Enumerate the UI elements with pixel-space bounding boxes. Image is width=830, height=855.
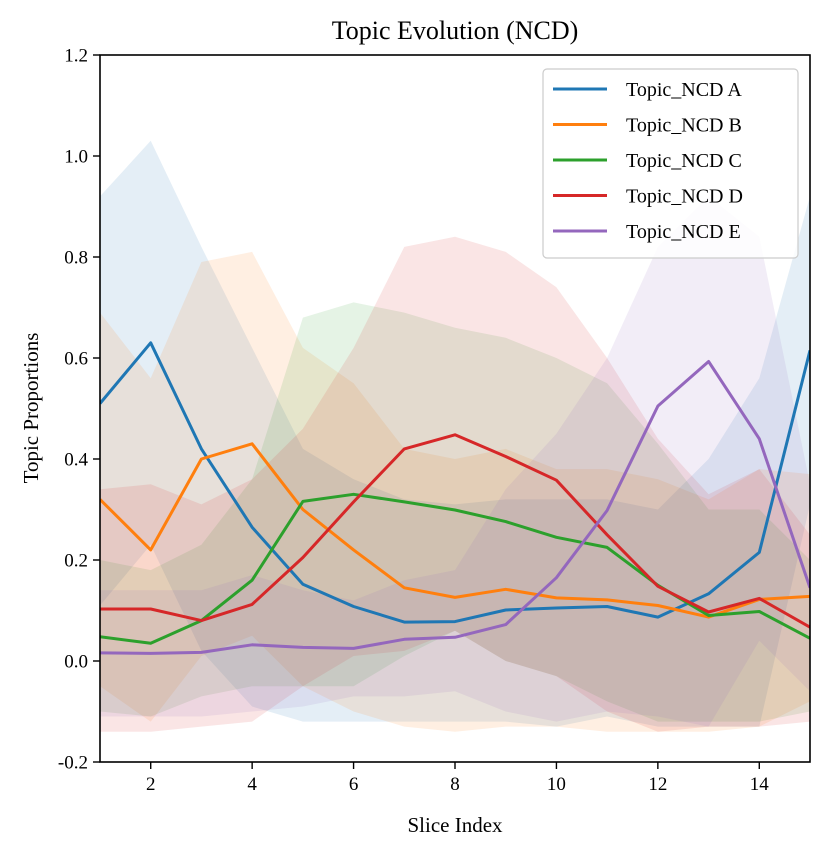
y-axis: -0.2 0.0 0.2 0.4 0.6 0.8 1.0 1.2	[58, 46, 100, 774]
line-topic-ncd-a	[100, 341, 810, 624]
band-topic-ncd-d	[100, 236, 810, 732]
legend-label-topic-ncd-d: Topic_NCD D	[626, 186, 743, 208]
x-axis-label: Slice Index	[407, 813, 503, 837]
y-tick-label: 1.0	[64, 147, 88, 168]
line-topic-ncd-e	[100, 360, 810, 655]
series-lines	[100, 341, 810, 655]
y-tick-label: 0.6	[64, 349, 88, 370]
chart-title: Topic Evolution (NCD)	[332, 16, 579, 45]
y-axis-label: Topic Proportions	[19, 333, 43, 484]
line-topic-ncd-c	[100, 492, 810, 645]
x-tick-label: 2	[146, 774, 156, 795]
y-tick-label: 0.0	[64, 652, 88, 673]
x-tick-label: 14	[750, 774, 770, 795]
line-topic-ncd-d	[100, 433, 810, 629]
x-tick-label: 10	[547, 774, 566, 795]
y-tick-label: 0.4	[64, 450, 88, 471]
y-tick-label: -0.2	[58, 753, 88, 774]
line-topic-ncd-b	[100, 442, 810, 619]
legend-label-topic-ncd-b: Topic_NCD B	[626, 115, 742, 137]
x-tick-label: 6	[349, 774, 359, 795]
y-tick-label: 0.2	[64, 551, 88, 572]
x-tick-label: 8	[450, 774, 460, 795]
band-topic-ncd-e	[100, 196, 810, 727]
band-topic-ncd-c	[100, 302, 810, 722]
legend-box	[542, 68, 799, 259]
x-axis: 2 4 6 8 10 12 14	[146, 762, 769, 795]
x-tick-label: 12	[648, 774, 667, 795]
x-tick-label: 4	[247, 774, 257, 795]
y-tick-label: 0.8	[64, 248, 88, 269]
legend-label-topic-ncd-c: Topic_NCD C	[626, 150, 742, 172]
legend-label-topic-ncd-e: Topic_NCD E	[626, 221, 741, 243]
y-tick-label: 1.2	[64, 46, 88, 67]
confidence-bands	[100, 140, 810, 732]
legend-label-topic-ncd-a: Topic_NCD A	[626, 79, 742, 101]
legend: Topic_NCD A Topic_NCD B Topic_NCD C Topic_N…	[542, 68, 799, 259]
